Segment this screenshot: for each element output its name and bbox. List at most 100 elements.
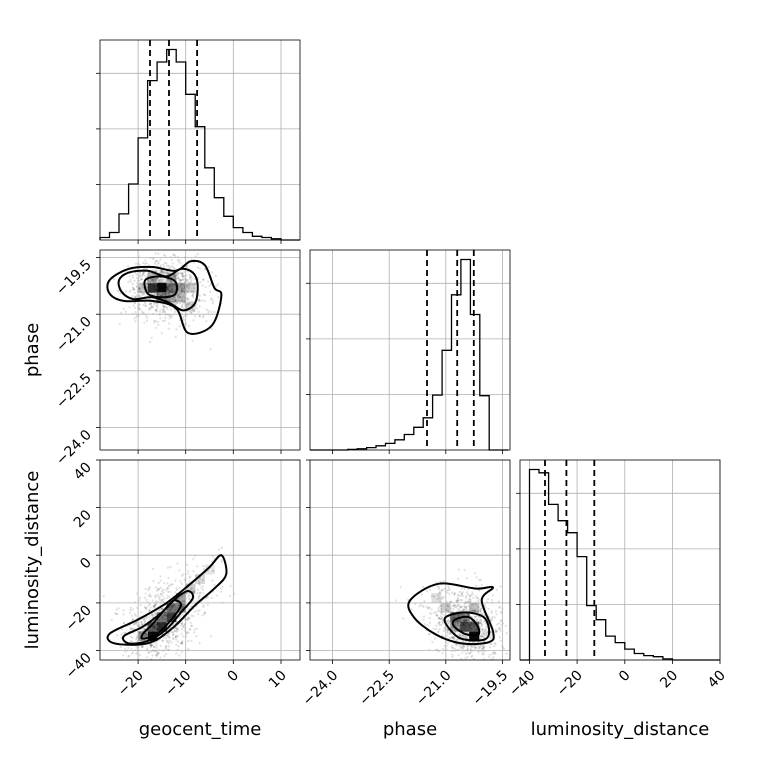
scatter-point [471,602,474,606]
scatter-point [135,285,138,288]
scatter-point [190,300,193,303]
density-cell [176,292,186,303]
scatter-point [468,626,471,629]
scatter-point [139,271,142,274]
scatter-point [169,290,172,293]
density-cell [156,282,167,293]
scatter-point [145,316,149,319]
scatter-point [141,623,144,626]
panel-frame-hist-phase [309,249,511,451]
scatter-point [504,624,507,627]
scatter-point [187,285,191,288]
scatter-point [175,620,178,623]
scatter-point [474,646,477,649]
scatter-point [186,270,189,273]
scatter-point [438,605,442,608]
scatter-point [491,618,494,621]
scatter-point [198,314,201,317]
scatter-point [469,624,472,627]
scatter-point [135,314,139,317]
scatter-point [436,598,439,601]
scatter-point [174,299,177,302]
scatter-point [157,278,160,281]
scatter-point [178,284,181,288]
scatter-point [490,630,493,634]
scatter-point [157,628,160,631]
scatter-point [198,580,201,583]
scatter-point [147,271,150,274]
scatter-point [162,588,165,591]
scatter-point [476,610,479,613]
scatter-point [431,640,434,644]
scatter-point [172,637,175,640]
scatter-point [122,632,125,635]
scatter-point [136,624,139,627]
scatter-point [449,625,452,629]
scatter-point [165,286,168,289]
scatter-point [160,271,163,274]
scatter-point [477,619,481,622]
density-cell [156,621,167,632]
scatter-point [186,305,189,308]
scatter-point [499,626,502,629]
scatter-point [430,608,433,611]
scatter-point [481,645,484,648]
scatter-point [133,302,136,305]
scatter-point [162,288,165,291]
scatter-point [458,645,461,648]
scatter-point [163,582,166,585]
scatter-point [452,637,455,640]
scatter-point [482,658,485,660]
scatter-point [451,605,454,608]
scatter-point [450,632,453,636]
scatter-point [210,596,213,599]
scatter-point [190,587,193,590]
scatter-point [152,285,155,288]
scatter-point [162,263,165,266]
scatter-point [156,283,159,287]
scatter-point [155,654,159,658]
scatter-point [465,629,469,632]
scatter-point [471,645,474,648]
scatter-point [164,271,167,274]
scatter-point [190,614,193,617]
scatter-point [141,282,144,285]
scatter-point [461,594,464,598]
scatter-point [205,308,208,311]
scatter-point [218,548,221,551]
scatter-point [472,596,475,600]
scatter-point [182,278,185,282]
scatter-point [450,618,453,621]
scatter-point [164,611,167,614]
scatter-point [459,598,462,602]
scatter-point [463,587,466,590]
scatter-point [435,624,438,627]
scatter-point [178,278,181,281]
scatter-point [464,605,467,608]
scatter-point [129,606,133,609]
marks-layer [99,40,720,661]
scatter-point [153,604,157,607]
scatter-point [458,624,461,627]
scatter-point [147,651,150,655]
scatter-point [456,593,459,596]
scatter-point [174,335,177,339]
scatter-point [153,319,156,322]
scatter-point [199,281,202,284]
scatter-point [455,599,458,602]
scatter-point [116,290,119,293]
scatter-point [131,618,134,621]
scatter-point [456,610,459,613]
scatter-point [192,261,196,264]
scatter-point [153,628,157,631]
scatter-point [464,657,467,660]
scatter-point [177,260,180,264]
scatter-point [450,600,453,604]
scatter-point [147,286,151,289]
scatter-point [193,592,196,595]
scatter-point [152,615,155,618]
scatter-point [173,630,176,633]
scatter-point [479,622,483,625]
scatter-point [140,278,143,281]
